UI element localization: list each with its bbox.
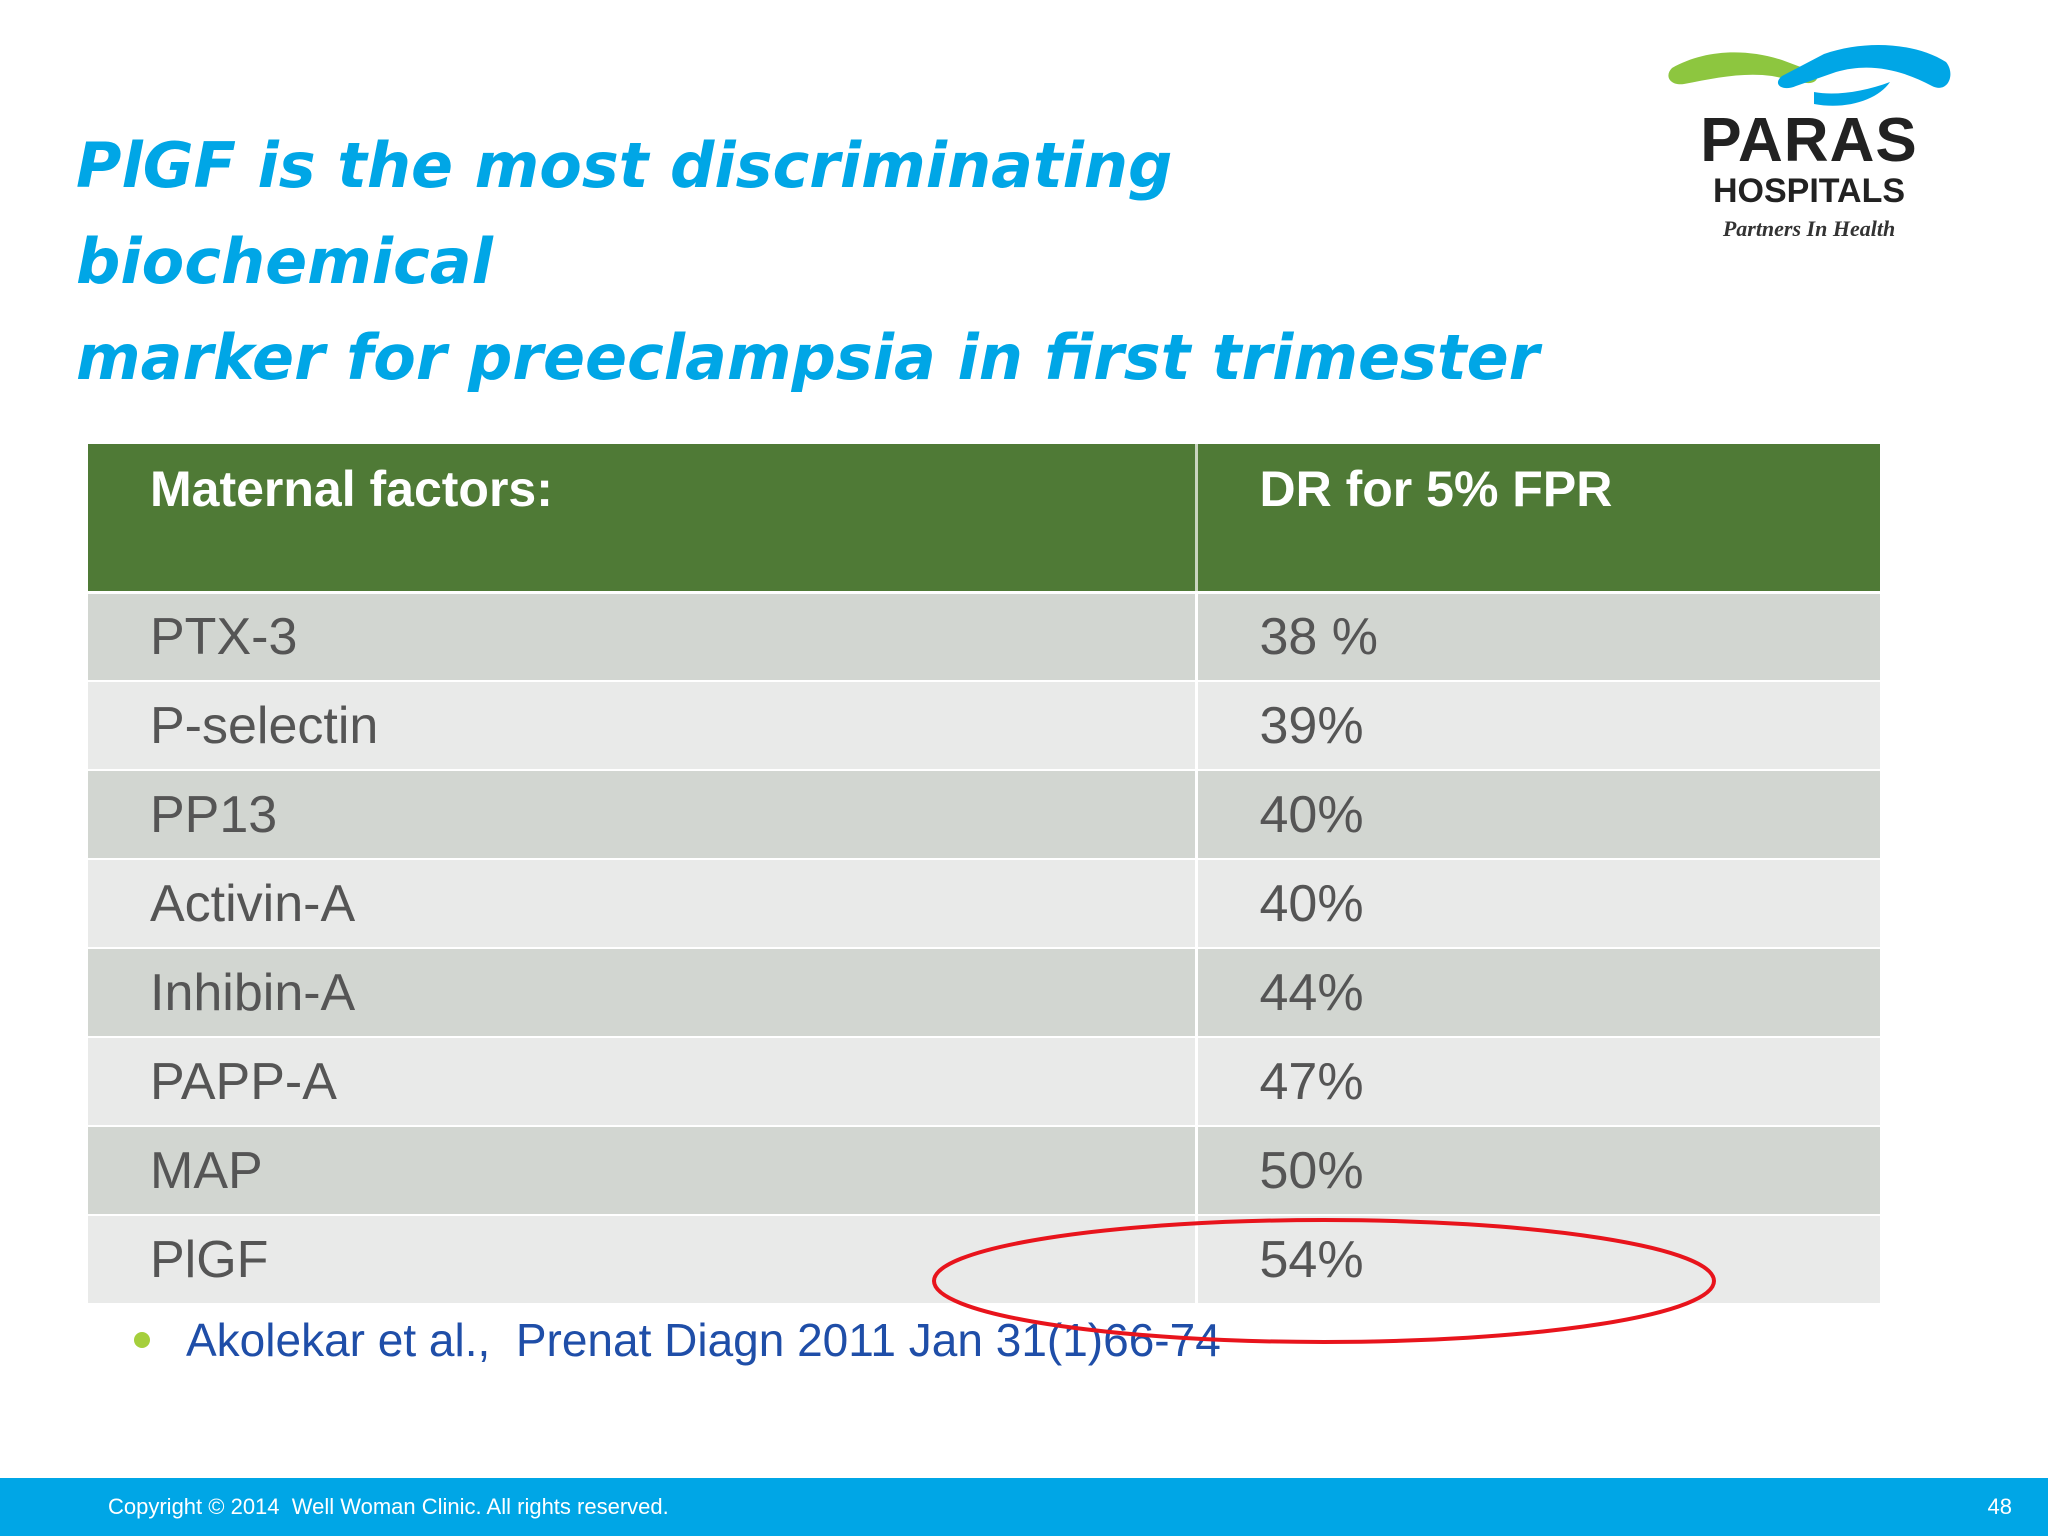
marker-name: Activin-A (88, 859, 1198, 949)
marker-table: Maternal factors: DR for 5% FPR PTX-3 38… (88, 444, 1880, 1305)
table-row: Activin-A 40% (88, 859, 1880, 949)
page-number: 48 (1987, 1494, 2012, 1519)
marker-name: P-selectin (88, 681, 1198, 771)
logo-name: PARAS (1700, 106, 1918, 175)
header-maternal-factors: Maternal factors: (88, 444, 1198, 594)
marker-name: Inhibin-A (88, 948, 1198, 1038)
table-row: P-selectin 39% (88, 681, 1880, 771)
footer-bar: Copyright © 2014 Well Woman Clinic. All … (0, 1478, 2048, 1536)
logo-tagline: Partners In Health (1722, 216, 1896, 241)
citation: Akolekar et al., Prenat Diagn 2011 Jan 3… (134, 1310, 1534, 1370)
slide-title-line-1: PlGF is the most discriminating biochemi… (76, 129, 1173, 298)
detection-rate: 50% (1196, 1126, 1880, 1216)
detection-rate: 47% (1196, 1037, 1880, 1127)
detection-rate: 38 % (1196, 592, 1880, 682)
paras-hospitals-logo: PARAS HOSPITALS Partners In Health (1664, 38, 1954, 248)
slide-title-line-2: marker for preeclampsia in first trimest… (76, 321, 1540, 394)
table-header-row: Maternal factors: DR for 5% FPR (88, 444, 1880, 594)
table-row: MAP 50% (88, 1126, 1880, 1216)
marker-name: PTX-3 (88, 592, 1198, 682)
citation-text: Akolekar et al., Prenat Diagn 2011 Jan 3… (186, 1314, 1221, 1366)
marker-name: PlGF (88, 1215, 1198, 1305)
detection-rate: 40% (1196, 859, 1880, 949)
table-row: Inhibin-A 44% (88, 948, 1880, 1038)
marker-name: MAP (88, 1126, 1198, 1216)
marker-name: PAPP-A (88, 1037, 1198, 1127)
footer-copyright: Copyright © 2014 Well Woman Clinic. All … (108, 1494, 669, 1519)
table-row: PP13 40% (88, 770, 1880, 860)
detection-rate: 40% (1196, 770, 1880, 860)
table-row-highlighted: PlGF 54% (88, 1215, 1880, 1305)
bullet-icon (134, 1332, 150, 1348)
detection-rate: 54% (1196, 1215, 1880, 1305)
detection-rate: 39% (1196, 681, 1880, 771)
slide-title: PlGF is the most discriminating biochemi… (76, 118, 1576, 406)
table-row: PAPP-A 47% (88, 1037, 1880, 1127)
hands-logo-icon (1668, 44, 1951, 106)
header-dr-for-fpr: DR for 5% FPR (1196, 444, 1880, 594)
detection-rate: 44% (1196, 948, 1880, 1038)
logo-subname: HOSPITALS (1712, 172, 1906, 210)
table-row: PTX-3 38 % (88, 592, 1880, 682)
marker-name: PP13 (88, 770, 1198, 860)
